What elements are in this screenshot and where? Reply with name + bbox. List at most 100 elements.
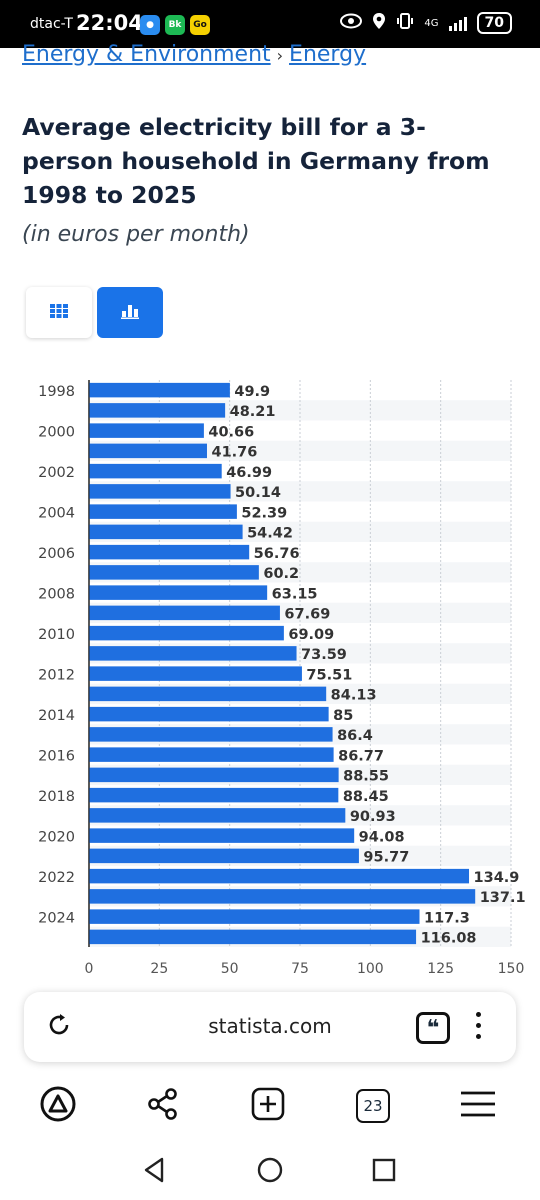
data-label: 56.76 — [254, 546, 300, 562]
bar — [89, 484, 231, 499]
data-label: 73.59 — [301, 647, 347, 663]
bar — [89, 848, 359, 864]
bar — [89, 868, 470, 884]
data-label: 86.77 — [338, 748, 384, 764]
status-bar: dtac-T 22:04 ● Bk Go 4G 70 — [0, 0, 540, 48]
data-label: 85 — [333, 708, 353, 724]
bar — [89, 767, 339, 783]
data-label: 63.15 — [272, 586, 318, 602]
bar-chart: 0 25 50 75 100 125 150 49.9 1998 48.21 40.66 2000 41… — [38, 380, 526, 977]
bar — [89, 727, 333, 742]
bar — [89, 382, 230, 398]
x-tick-label: 75 — [291, 961, 309, 977]
y-tick-label: 2014 — [38, 708, 75, 724]
recents-icon[interactable] — [372, 1158, 396, 1186]
data-label: 88.45 — [343, 789, 389, 805]
bar — [89, 463, 222, 479]
bar — [89, 443, 207, 459]
y-tick-label: 2010 — [38, 627, 75, 643]
go-app-icon: Go — [190, 15, 210, 35]
y-tick-label: 2022 — [38, 870, 75, 886]
browser-toolbar: 23 — [0, 1080, 540, 1132]
y-tick-label: 2004 — [38, 505, 75, 521]
browser-logo-icon — [39, 1085, 77, 1127]
data-label: 67.69 — [284, 607, 330, 623]
x-tick-label: 50 — [221, 961, 239, 977]
bar — [89, 585, 268, 600]
bar — [89, 625, 284, 641]
bar — [89, 706, 329, 722]
data-label: 69.09 — [288, 627, 334, 643]
back-icon[interactable] — [142, 1157, 166, 1187]
data-label: 48.21 — [230, 404, 276, 420]
y-tick-label: 2020 — [38, 829, 75, 845]
bar — [89, 929, 417, 945]
tabs-button[interactable]: 23 — [353, 1086, 393, 1126]
data-label: 54.42 — [247, 526, 293, 542]
bar — [89, 909, 420, 924]
hamburger-icon — [460, 1090, 496, 1122]
system-nav-bar — [0, 1140, 540, 1200]
browser-address-bar[interactable]: statista.com ❝ — [24, 992, 516, 1062]
data-label: 52.39 — [241, 505, 287, 521]
bar — [89, 605, 280, 621]
x-tick-label: 25 — [150, 961, 168, 977]
y-tick-label: 2008 — [38, 586, 75, 602]
x-tick-label: 0 — [85, 961, 94, 977]
menu-button[interactable] — [458, 1086, 498, 1126]
data-label: 84.13 — [331, 688, 377, 704]
clock: 22:04 — [76, 11, 143, 35]
messenger-app-icon: ● — [140, 15, 160, 35]
y-tick-label: 2006 — [38, 546, 75, 562]
home-assistant-button[interactable] — [38, 1086, 78, 1126]
battery-indicator: 70 — [476, 12, 512, 34]
data-label: 90.93 — [350, 809, 396, 825]
data-label: 116.08 — [421, 931, 477, 947]
data-label: 117.3 — [424, 910, 470, 926]
y-tick-label: 2018 — [38, 789, 75, 805]
data-label: 134.9 — [474, 870, 520, 886]
data-label: 50.14 — [235, 485, 281, 501]
table-view-button[interactable] — [26, 287, 92, 338]
bar — [89, 666, 302, 681]
chart-title: Average electricity bill for a 3-person … — [22, 113, 490, 209]
data-label: 94.08 — [359, 829, 405, 845]
network-type-label: 4G — [424, 17, 439, 29]
breadcrumb-link-energy[interactable]: Energy — [289, 42, 367, 67]
bar — [89, 808, 346, 823]
bar-chart-icon — [121, 303, 139, 323]
url-text[interactable]: statista.com — [208, 1014, 332, 1038]
y-tick-label: 2024 — [38, 910, 75, 926]
chart-view-button[interactable] — [97, 287, 163, 338]
bar — [89, 504, 237, 519]
location-icon — [372, 12, 386, 34]
y-tick-label: 2002 — [38, 465, 75, 481]
y-tick-label: 2016 — [38, 748, 75, 764]
bar — [89, 423, 204, 438]
x-tick-label: 100 — [357, 961, 384, 977]
new-tab-button[interactable] — [248, 1086, 288, 1126]
share-icon — [146, 1087, 180, 1125]
bar — [89, 828, 355, 843]
bar — [89, 565, 259, 580]
data-label: 75.51 — [306, 667, 352, 683]
share-button[interactable] — [143, 1086, 183, 1126]
breadcrumb-separator: › — [276, 46, 284, 65]
bolt-app-icon: Bk — [165, 15, 185, 35]
plus-box-icon — [251, 1087, 285, 1125]
chart-subtitle: (in euros per month) — [22, 222, 250, 247]
reload-icon[interactable] — [46, 1012, 72, 1042]
signal-icon — [448, 15, 467, 31]
more-options-icon[interactable] — [476, 1012, 484, 1045]
bar — [89, 747, 334, 762]
data-label: 46.99 — [226, 465, 272, 481]
data-label: 60.2 — [263, 566, 299, 582]
data-label: 95.77 — [363, 850, 409, 866]
eye-icon — [340, 13, 363, 33]
bar — [89, 686, 327, 702]
quote-icon[interactable]: ❝ — [416, 1012, 450, 1044]
bar — [89, 544, 250, 560]
home-icon[interactable] — [257, 1157, 283, 1187]
vibrate-icon — [396, 12, 414, 34]
breadcrumb-link-energy-environment[interactable]: Energy & Environment — [22, 42, 271, 67]
